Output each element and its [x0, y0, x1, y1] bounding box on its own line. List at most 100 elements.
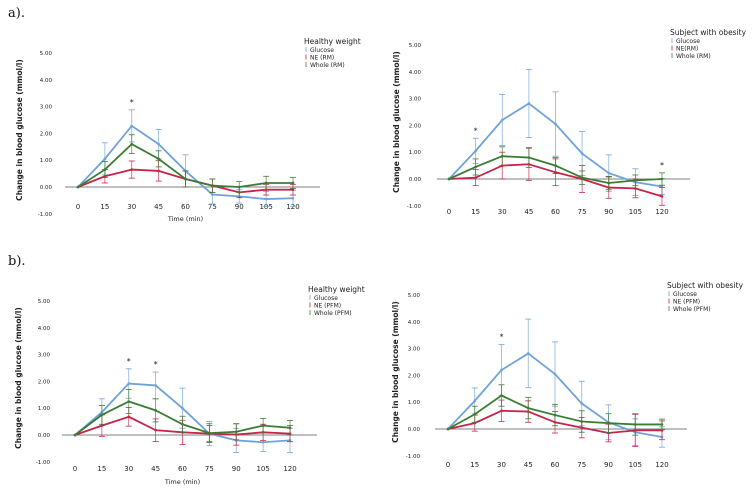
data-point	[211, 193, 214, 196]
x-tick-label: 60	[551, 208, 560, 216]
legend-entry: Whole (PFM)	[673, 306, 711, 313]
y-axis-title: Change in blood glucose (mmol/l)	[392, 51, 401, 193]
y-tick-label: 3.00	[408, 347, 421, 353]
data-point	[474, 149, 477, 153]
legend-entry: Glucose	[676, 38, 700, 45]
data-point	[127, 400, 131, 403]
data-point	[73, 433, 77, 437]
x-tick-label: 90	[604, 208, 613, 216]
data-point	[447, 177, 451, 181]
x-tick-label: 60	[178, 465, 187, 473]
y-tick-label: -1.00	[36, 460, 51, 466]
series-whole	[446, 384, 665, 436]
series-whole	[447, 146, 665, 191]
data-point	[634, 187, 637, 190]
data-point	[607, 421, 610, 425]
significance-asterisk: *	[130, 98, 134, 107]
data-point	[580, 152, 584, 155]
data-point	[554, 122, 557, 126]
data-point	[261, 424, 265, 427]
data-point	[526, 406, 530, 410]
y-tick-label: 0.00	[409, 177, 422, 183]
y-tick-label: 3.00	[38, 353, 51, 359]
x-tick-label: 30	[127, 203, 136, 211]
chart-panel-1: 5.00 4.00 3.00 2.00 1.00 0.00 -1.00 0 15 30 45 60 75…	[15, 37, 361, 223]
data-point	[237, 185, 241, 189]
data-point	[234, 430, 238, 434]
y-tick-label: 0.00	[408, 427, 421, 433]
x-tick-label: 75	[578, 208, 587, 216]
data-point	[500, 368, 503, 372]
y-tick-label: 1.00	[40, 158, 53, 164]
chart-panel-4: 5.00 4.00 3.00 2.00 1.00 0.00 -1.00 0 15 30 45 60 75…	[391, 281, 744, 469]
data-point	[127, 415, 131, 419]
data-point	[157, 142, 160, 146]
data-point	[660, 177, 664, 181]
legend-entry: Whole (PFM)	[314, 310, 352, 317]
data-point	[527, 156, 531, 159]
data-point	[211, 184, 214, 187]
data-point	[660, 195, 664, 198]
y-tick-label: 4.00	[40, 78, 53, 84]
data-point	[527, 102, 531, 105]
series-glucose	[76, 109, 296, 207]
data-point	[181, 422, 184, 426]
data-point	[130, 124, 134, 128]
data-point	[264, 181, 268, 185]
data-point	[184, 177, 187, 181]
legend-entry: NE(RM)	[676, 46, 698, 53]
x-tick-label: 90	[232, 465, 241, 473]
legend-entry: NE (PFM)	[314, 303, 341, 310]
x-tick-label: 15	[97, 465, 106, 473]
legend-title: Healthy weight	[308, 285, 365, 294]
legend-title: Subject with obesity	[670, 28, 747, 37]
data-point	[103, 168, 107, 171]
series-whole	[73, 389, 293, 443]
legend-entry: NE (RM)	[310, 55, 334, 62]
y-tick-label: 0.00	[38, 433, 51, 439]
legend-entry: Glucose	[310, 47, 334, 54]
data-point	[208, 431, 211, 435]
data-point	[154, 428, 157, 432]
data-point	[634, 179, 637, 182]
y-tick-label: -1.00	[38, 212, 53, 218]
data-point	[100, 413, 104, 417]
x-tick-label: 105	[256, 465, 269, 473]
data-point	[154, 409, 157, 412]
x-tick-label: 45	[524, 208, 533, 216]
legend-entry: NE (PFM)	[673, 299, 700, 306]
x-tick-label: 60	[551, 461, 560, 469]
significance-asterisk: *	[474, 126, 478, 135]
y-tick-label: 3.00	[409, 97, 422, 103]
legend-title: Subject with obesity	[667, 281, 744, 290]
y-tick-label: 2.00	[40, 131, 53, 137]
data-point	[553, 413, 557, 417]
y-axis-title: Change in blood glucose (mmol/l)	[15, 59, 24, 201]
data-point	[500, 394, 503, 397]
panel-label-a: a).	[8, 6, 25, 21]
data-point	[660, 423, 664, 426]
y-tick-label: 5.00	[409, 43, 422, 49]
x-tick-label: 120	[655, 208, 668, 216]
data-point	[500, 154, 504, 158]
x-tick-label: 45	[154, 203, 163, 211]
y-tick-label: -1.00	[407, 204, 422, 210]
data-point	[554, 164, 557, 167]
x-tick-label: 90	[235, 203, 244, 211]
data-point	[288, 426, 292, 430]
x-tick-label: 105	[629, 461, 642, 469]
chart-panel-3: 5.00 4.00 3.00 2.00 1.00 0.00 -1.00 0 15 30 45 60 75…	[14, 285, 365, 486]
y-tick-label: -1.00	[406, 454, 421, 460]
x-tick-label: 15	[100, 203, 109, 211]
data-point	[291, 188, 295, 191]
y-tick-label: 1.00	[409, 150, 422, 156]
x-tick-label: 105	[629, 208, 642, 216]
y-tick-label: 4.00	[408, 320, 421, 326]
data-point	[264, 197, 268, 201]
data-point	[607, 181, 611, 185]
x-axis-title: Time (min)	[164, 478, 200, 486]
x-tick-label: 75	[205, 465, 214, 473]
data-point	[473, 412, 477, 416]
x-tick-label: 0	[76, 203, 80, 211]
